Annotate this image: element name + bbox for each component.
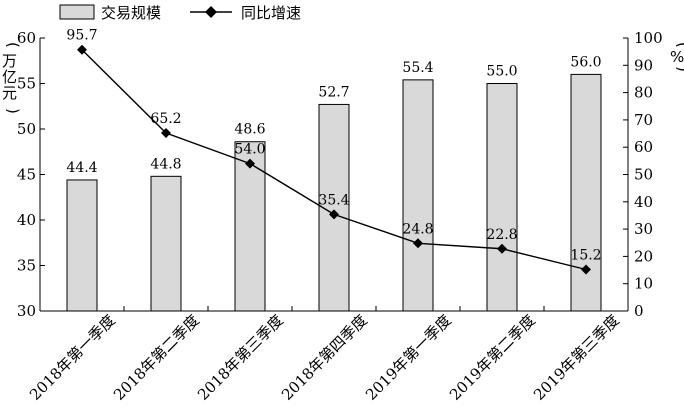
right-tick-label: 40: [634, 193, 653, 211]
growth-value-label: 54.0: [234, 142, 265, 158]
x-tick-label: 2018年第四季度: [278, 311, 371, 404]
x-tick-label: 2018年第二季度: [110, 311, 203, 404]
right-axis-title: %: [670, 48, 684, 66]
data-labels: 44.4 44.8 48.6 52.7 55.4 55.0 56.0 95.7 65.2 54.0…: [66, 28, 601, 264]
legend-bar-swatch: [59, 4, 95, 20]
legend-line-label: 同比增速: [241, 4, 301, 22]
right-tick-label: 0: [634, 302, 644, 320]
left-tick-label: 55: [17, 75, 36, 93]
x-tick-label: 2018年第三季度: [194, 311, 287, 404]
bar-value-label: 44.8: [150, 156, 181, 172]
right-tick-label: 100: [634, 29, 663, 47]
bar-value-label: 55.0: [486, 64, 517, 80]
growth-line: [77, 44, 591, 275]
left-tick-label: 45: [17, 166, 36, 184]
right-tick-label: 50: [634, 166, 653, 184]
bar: [570, 73, 602, 312]
legend-line-marker: [205, 6, 217, 18]
growth-point: [329, 209, 339, 220]
growth-value-label: 24.8: [402, 221, 433, 237]
right-tick-label: 80: [634, 84, 653, 102]
bar-value-label: 56.0: [570, 54, 601, 70]
left-axis-bracket-open: (: [4, 42, 22, 48]
legend-bar-label: 交易规模: [101, 4, 161, 22]
right-axis-bracket-open: (: [674, 42, 684, 48]
legend: 交易规模 同比增速: [59, 4, 301, 22]
bar: [402, 79, 434, 312]
right-tick-label: 20: [634, 247, 653, 265]
bars: [66, 73, 602, 312]
growth-value-label: 95.7: [66, 28, 97, 44]
growth-point: [161, 128, 171, 139]
right-tick-label: 90: [634, 56, 653, 74]
growth-point: [497, 243, 507, 254]
bar-value-label: 52.7: [318, 84, 349, 100]
left-tick-label: 35: [17, 257, 36, 275]
right-tick-label: 10: [634, 275, 653, 293]
left-tick-label: 30: [17, 302, 36, 320]
left-axis-bracket-close: ): [4, 108, 22, 114]
growth-value-label: 22.8: [486, 227, 517, 243]
bar: [486, 83, 518, 312]
growth-value-label: 15.2: [570, 248, 601, 264]
x-tick-label: 2019年第一季度: [362, 311, 455, 404]
x-tick-label: 2018年第一季度: [26, 311, 119, 404]
growth-point: [245, 158, 255, 169]
left-tick-label: 40: [17, 211, 36, 229]
growth-point: [581, 264, 591, 275]
left-tick-label: 50: [17, 120, 36, 138]
right-tick-label: 30: [634, 220, 653, 238]
right-tick-label: 60: [634, 138, 653, 156]
bar-value-label: 44.4: [66, 160, 97, 176]
bar-value-label: 48.6: [234, 122, 265, 138]
left-axis-title-char: 元: [2, 84, 17, 102]
growth-point: [77, 44, 87, 55]
bar-value-label: 55.4: [402, 60, 433, 76]
right-axis-bracket-close: ): [674, 66, 684, 72]
left-tick-label: 60: [17, 29, 36, 47]
growth-value-label: 35.4: [318, 192, 349, 208]
left-axis-title-char: 亿: [2, 68, 17, 86]
growth-point: [413, 238, 423, 249]
left-axis-title-char: 万: [2, 52, 17, 70]
bar: [150, 175, 182, 312]
x-tick-label: 2019年第二季度: [446, 311, 539, 404]
growth-value-label: 65.2: [150, 111, 181, 127]
right-tick-label: 70: [634, 111, 653, 129]
bar: [66, 179, 98, 312]
x-tick-label: 2019年第三季度: [530, 311, 623, 404]
